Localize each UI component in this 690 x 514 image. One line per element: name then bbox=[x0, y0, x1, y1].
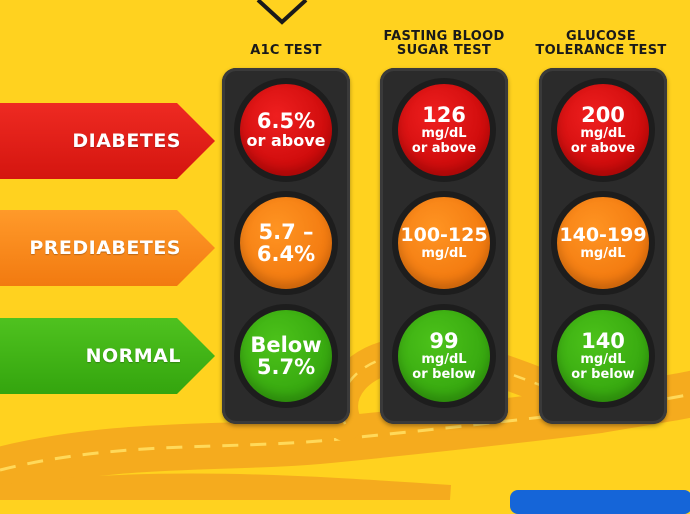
light-value: 100-125 bbox=[400, 224, 488, 246]
light-value: 5.7% bbox=[256, 355, 316, 379]
light-value: 99 bbox=[429, 328, 459, 353]
light-unit: mg/dL bbox=[580, 351, 626, 367]
banner-diabetes: DIABETES bbox=[0, 103, 215, 179]
traffic-light-a1c: 6.5% or above 5.7 – 6.4% Below 5.7% bbox=[222, 68, 350, 424]
banner-normal-label: NORMAL bbox=[85, 345, 181, 367]
light-qualifier: Below bbox=[250, 333, 322, 357]
header-glucose-tolerance-test: GLUCOSE TOLERANCE TEST bbox=[534, 30, 668, 58]
light-value: 140-199 bbox=[559, 224, 647, 246]
light-value: 200 bbox=[581, 102, 625, 127]
header-fasting-line2: SUGAR TEST bbox=[396, 43, 492, 58]
light-unit: mg/dL bbox=[580, 125, 626, 141]
light-a1c-normal: Below 5.7% bbox=[234, 304, 338, 408]
header-tolerance-line2: TOLERANCE TEST bbox=[535, 43, 667, 58]
light-unit: mg/dL bbox=[580, 246, 626, 261]
traffic-light-fasting: 126 mg/dL or above 100-125 mg/dL 99 mg/d… bbox=[380, 68, 508, 424]
light-unit: mg/dL bbox=[421, 351, 467, 367]
header-fasting-line1: FASTING BLOOD bbox=[383, 29, 505, 44]
light-qualifier: or below bbox=[412, 366, 476, 382]
light-unit: mg/dL bbox=[421, 125, 467, 141]
light-value: 5.7 – bbox=[258, 220, 314, 244]
light-unit: mg/dL bbox=[421, 246, 467, 261]
light-tolerance-diabetes: 200 mg/dL or above bbox=[551, 78, 655, 182]
light-tolerance-prediabetes: 140-199 mg/dL bbox=[551, 191, 655, 295]
header-tolerance-line1: GLUCOSE bbox=[566, 29, 636, 44]
header-a1c-test: A1C TEST bbox=[222, 44, 350, 58]
traffic-light-tolerance: 200 mg/dL or above 140-199 mg/dL 140 mg/… bbox=[539, 68, 667, 424]
light-qualifier: or below bbox=[571, 366, 635, 382]
light-value: 6.5% bbox=[256, 108, 316, 133]
warning-sign-icon bbox=[256, 0, 308, 25]
light-tolerance-normal: 140 mg/dL or below bbox=[551, 304, 655, 408]
corner-button[interactable] bbox=[510, 490, 690, 514]
light-fasting-diabetes: 126 mg/dL or above bbox=[392, 78, 496, 182]
light-qualifier: or above bbox=[570, 140, 636, 156]
banner-prediabetes-label: PREDIABETES bbox=[29, 237, 181, 259]
light-a1c-prediabetes: 5.7 – 6.4% bbox=[234, 191, 338, 295]
light-value-line2: 6.4% bbox=[256, 242, 316, 266]
light-fasting-prediabetes: 100-125 mg/dL bbox=[392, 191, 496, 295]
light-a1c-diabetes: 6.5% or above bbox=[234, 78, 338, 182]
light-qualifier: or above bbox=[411, 140, 477, 156]
light-value: 140 bbox=[581, 328, 625, 353]
banner-normal: NORMAL bbox=[0, 318, 215, 394]
light-value: 126 bbox=[422, 102, 466, 127]
banner-prediabetes: PREDIABETES bbox=[0, 210, 215, 286]
header-fasting-blood-sugar-test: FASTING BLOOD SUGAR TEST bbox=[378, 30, 510, 58]
light-qualifier: or above bbox=[246, 130, 326, 150]
light-fasting-normal: 99 mg/dL or below bbox=[392, 304, 496, 408]
header-a1c-line1: A1C TEST bbox=[250, 43, 322, 58]
banner-diabetes-label: DIABETES bbox=[72, 130, 181, 152]
